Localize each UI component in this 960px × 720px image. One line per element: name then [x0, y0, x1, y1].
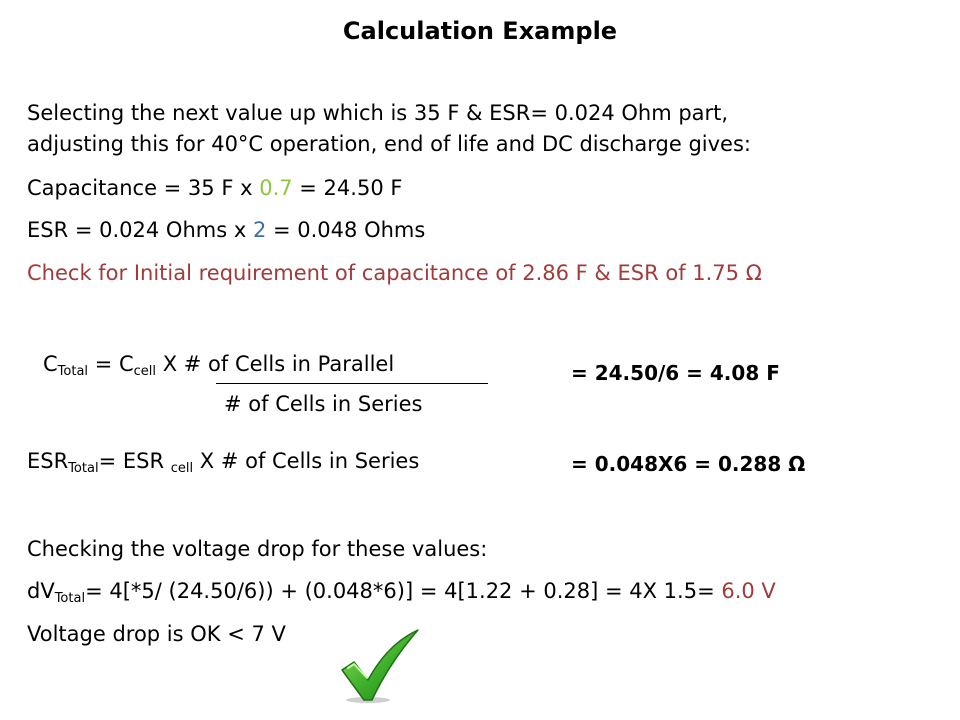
esrtotal-rest: X # of Cells in Series	[193, 449, 420, 473]
green-checkmark-icon	[341, 629, 419, 703]
intro-line-1: Selecting the next value up which is 35 …	[27, 101, 729, 125]
capacitance-factor: 0.7	[259, 176, 293, 200]
capacitance-prefix: Capacitance = 35 F x	[27, 176, 260, 200]
dv-result: 6.0 V	[721, 579, 776, 603]
esr-suffix: = 0.048 Ohms	[266, 218, 426, 242]
ctotal-total-sub: Total	[57, 364, 89, 379]
dv-total-sub: Total	[54, 591, 86, 606]
fraction-bar	[216, 383, 488, 384]
esrtotal-eq: = ESR	[98, 449, 171, 473]
capacitance-suffix: = 24.50 F	[292, 176, 403, 200]
dv-formula: dVTotal= 4[*5/ (24.50/6)) + (0.048*6)] =…	[27, 579, 776, 606]
check-requirement: Check for Initial requirement of capacit…	[27, 261, 762, 285]
esr-line: ESR = 0.024 Ohms x 2 = 0.048 Ohms	[27, 218, 425, 242]
ctotal-numerator: CTotal = Ccell X # of Cells in Parallel	[43, 352, 395, 379]
capacitance-line: Capacitance = 35 F x 0.7 = 24.50 F	[27, 176, 402, 200]
esr-prefix: ESR = 0.024 Ohms x	[27, 218, 253, 242]
voltage-ok: Voltage drop is OK < 7 V	[27, 622, 286, 646]
esrtotal-result: = 0.048X6 = 0.288 Ω	[571, 452, 806, 476]
dv-formula-body: = 4[*5/ (24.50/6)) + (0.048*6)] = 4[1.22…	[85, 579, 722, 603]
voltage-heading: Checking the voltage drop for these valu…	[27, 537, 488, 561]
intro-line-2: adjusting this for 40°C operation, end o…	[27, 132, 751, 156]
ctotal-numerator-rest: X # of Cells in Parallel	[156, 352, 395, 376]
ctotal-result: = 24.50/6 = 4.08 F	[571, 361, 780, 385]
dv-label: dV	[27, 579, 55, 603]
ctotal-cell-sub: cell	[133, 364, 157, 379]
esrtotal-esr: ESR	[27, 449, 69, 473]
page-title: Calculation Example	[342, 17, 618, 45]
esrtotal-cell-sub: cell	[170, 461, 194, 476]
esr-factor: 2	[252, 218, 267, 242]
ctotal-eq: = C	[88, 352, 134, 376]
esrtotal-total-sub: Total	[68, 461, 99, 476]
esrtotal-formula: ESRTotal= ESR cell X # of Cells in Serie…	[27, 449, 420, 476]
ctotal-c: C	[43, 352, 58, 376]
ctotal-denominator: # of Cells in Series	[224, 392, 423, 416]
